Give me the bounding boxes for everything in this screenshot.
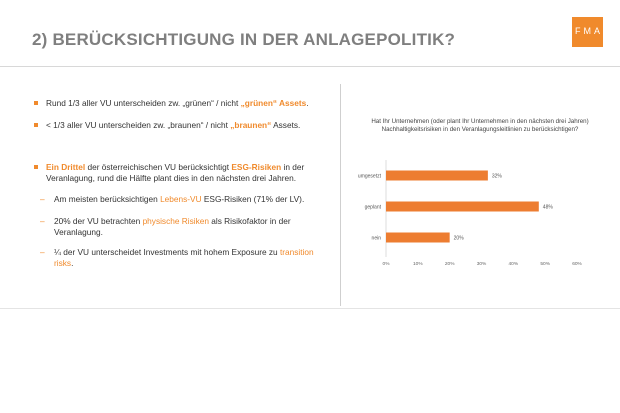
data-label: 48%	[543, 205, 554, 211]
x-tick-label: 10%	[413, 261, 423, 267]
dash-icon: –	[40, 247, 45, 257]
fma-logo: FMA	[550, 17, 603, 47]
bar-umgesetzt	[386, 170, 488, 181]
data-label: 20%	[454, 236, 465, 242]
bullet-square-icon	[34, 101, 38, 105]
bar-geplant	[386, 201, 539, 212]
bar-chart: umgesetzt 32% geplant 48% nein 20% 0% 10% 20% 30%…	[358, 160, 583, 267]
bullet-square-icon	[34, 165, 38, 169]
vertical-divider	[340, 84, 341, 306]
x-tick-label: 40%	[509, 261, 519, 267]
x-tick-label: 20%	[445, 261, 455, 267]
slide: 2) BERÜCKSICHTIGUNG IN DER ANLAGEPOLITIK…	[0, 17, 620, 309]
logo-text: FMA	[575, 26, 603, 36]
x-tick-label: 50%	[540, 261, 550, 267]
x-tick-label: 60%	[572, 261, 582, 267]
category-label: umgesetzt	[358, 174, 382, 180]
header-divider	[0, 66, 620, 67]
category-label: nein	[372, 236, 382, 242]
bar-nein	[386, 232, 450, 243]
bottom-edge	[0, 308, 620, 309]
bullet-square-icon	[34, 123, 38, 127]
dash-icon: –	[40, 216, 45, 226]
data-label: 32%	[492, 174, 503, 180]
dash-icon: –	[40, 194, 45, 204]
x-tick-label: 0%	[383, 261, 391, 267]
chart-title: Hat Ihr Unternehmen (oder plant Ihr Unte…	[371, 118, 589, 133]
slide-title: 2) BERÜCKSICHTIGUNG IN DER ANLAGEPOLITIK…	[32, 30, 456, 49]
x-tick-label: 30%	[477, 261, 487, 267]
category-label: geplant	[365, 205, 382, 211]
